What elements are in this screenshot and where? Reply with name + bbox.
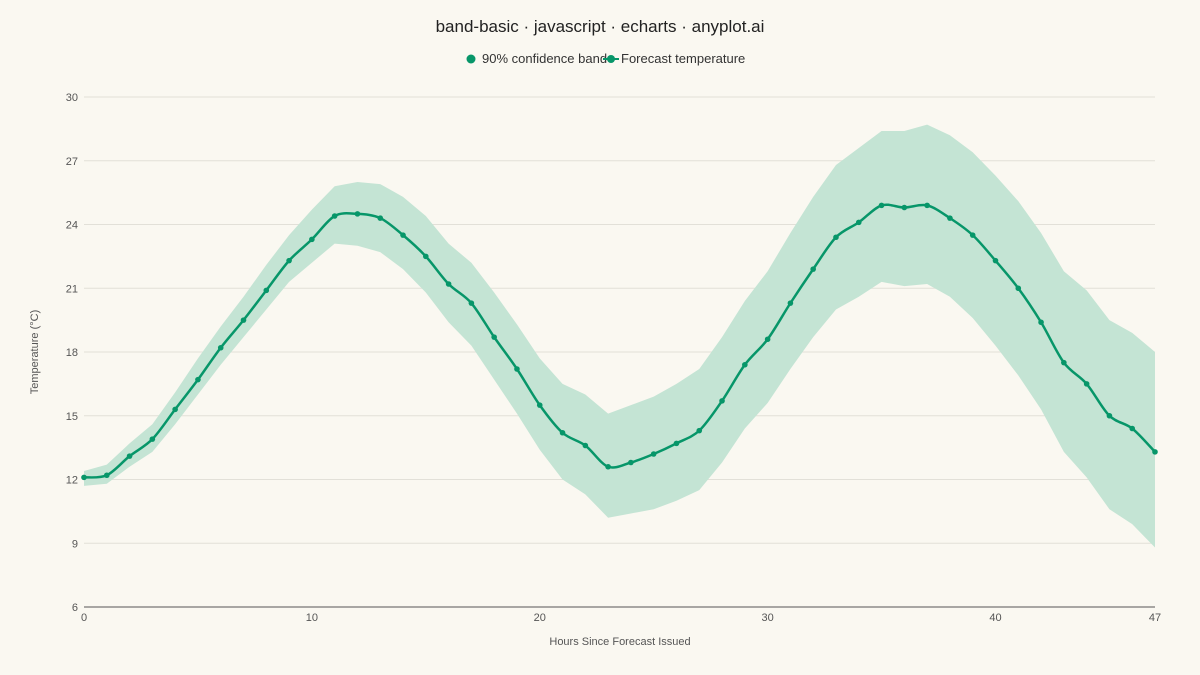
y-axis-title: Temperature (°C) [29, 310, 41, 394]
forecast-point[interactable] [992, 257, 999, 264]
forecast-point[interactable] [309, 236, 315, 243]
forecast-point[interactable] [1061, 359, 1067, 366]
x-tick-label: 40 [989, 612, 1001, 624]
forecast-point[interactable] [240, 317, 247, 323]
forecast-point[interactable] [445, 281, 452, 287]
y-tick-label: 21 [66, 283, 78, 295]
y-tick-label: 24 [66, 220, 78, 232]
x-tick-label: 10 [306, 612, 318, 624]
forecast-point[interactable] [286, 257, 292, 264]
forecast-point[interactable] [696, 427, 703, 434]
forecast-point[interactable] [1129, 425, 1136, 432]
forecast-point[interactable] [423, 253, 429, 260]
forecast-point[interactable] [195, 376, 201, 383]
forecast-point[interactable] [901, 204, 908, 211]
forecast-point[interactable] [468, 300, 475, 306]
y-tick-label: 27 [66, 156, 78, 168]
forecast-point[interactable] [1106, 412, 1113, 419]
forecast-point[interactable] [924, 202, 930, 209]
legend-forecast-label: Forecast temperature [621, 51, 745, 66]
y-axis-ticks: 6 9 12 15 18 21 24 27 30 [66, 92, 78, 614]
y-tick-label: 18 [66, 347, 78, 359]
forecast-point[interactable] [673, 440, 680, 447]
x-tick-label: 0 [81, 612, 87, 624]
forecast-point[interactable] [126, 453, 133, 459]
forecast-point[interactable] [878, 202, 885, 209]
y-tick-label: 6 [72, 602, 78, 614]
forecast-point[interactable] [536, 402, 543, 408]
forecast-point[interactable] [650, 451, 657, 457]
forecast-point[interactable] [1038, 319, 1044, 326]
legend-band-label: 90% confidence band [482, 51, 607, 66]
y-tick-label: 9 [72, 538, 78, 550]
forecast-point[interactable] [400, 232, 406, 238]
forecast-point[interactable] [764, 336, 771, 343]
forecast-point[interactable] [1152, 449, 1158, 455]
y-tick-label: 12 [66, 475, 78, 487]
legend-item-forecast[interactable]: Forecast temperature [603, 51, 745, 66]
forecast-point[interactable] [514, 366, 520, 372]
forecast-point[interactable] [628, 459, 634, 466]
forecast-point[interactable] [787, 300, 794, 306]
legend[interactable]: 90% confidence band Forecast temperature [466, 51, 746, 66]
forecast-point[interactable] [354, 211, 361, 217]
forecast-point[interactable] [605, 463, 611, 470]
legend-band-marker [466, 54, 476, 64]
x-axis-ticks: 0 10 20 30 40 47 [81, 612, 1161, 624]
forecast-point[interactable] [582, 442, 589, 449]
forecast-point[interactable] [377, 215, 384, 221]
forecast-point[interactable] [833, 234, 839, 241]
forecast-point[interactable] [969, 232, 976, 238]
legend-forecast-marker [607, 55, 615, 63]
forecast-point[interactable] [149, 436, 156, 442]
x-tick-label: 20 [534, 612, 546, 624]
y-tick-label: 15 [66, 411, 78, 423]
forecast-point[interactable] [263, 287, 270, 294]
y-tick-label: 30 [66, 92, 78, 104]
forecast-points-layer [81, 202, 1158, 481]
forecast-point[interactable] [217, 344, 224, 351]
forecast-point[interactable] [947, 215, 953, 221]
forecast-point[interactable] [103, 472, 110, 479]
confidence-band-area [84, 124, 1155, 548]
forecast-point[interactable] [559, 429, 566, 436]
x-tick-label: 30 [761, 612, 773, 624]
x-tick-label: 47 [1149, 612, 1161, 624]
x-axis-title: Hours Since Forecast Issued [549, 636, 690, 648]
chart-title: band-basic · javascript · echarts · anyp… [436, 17, 765, 36]
forecast-point[interactable] [1083, 381, 1090, 387]
legend-item-band[interactable]: 90% confidence band [466, 51, 608, 66]
forecast-point[interactable] [172, 406, 178, 413]
forecast-point[interactable] [331, 213, 338, 219]
forecast-point[interactable] [810, 266, 816, 272]
confidence-band-layer [84, 124, 1155, 548]
forecast-point[interactable] [719, 398, 725, 404]
forecast-point[interactable] [742, 361, 748, 368]
forecast-point[interactable] [855, 219, 862, 226]
forecast-point[interactable] [491, 334, 497, 340]
forecast-point[interactable] [1015, 285, 1022, 292]
forecast-point[interactable] [81, 474, 87, 481]
